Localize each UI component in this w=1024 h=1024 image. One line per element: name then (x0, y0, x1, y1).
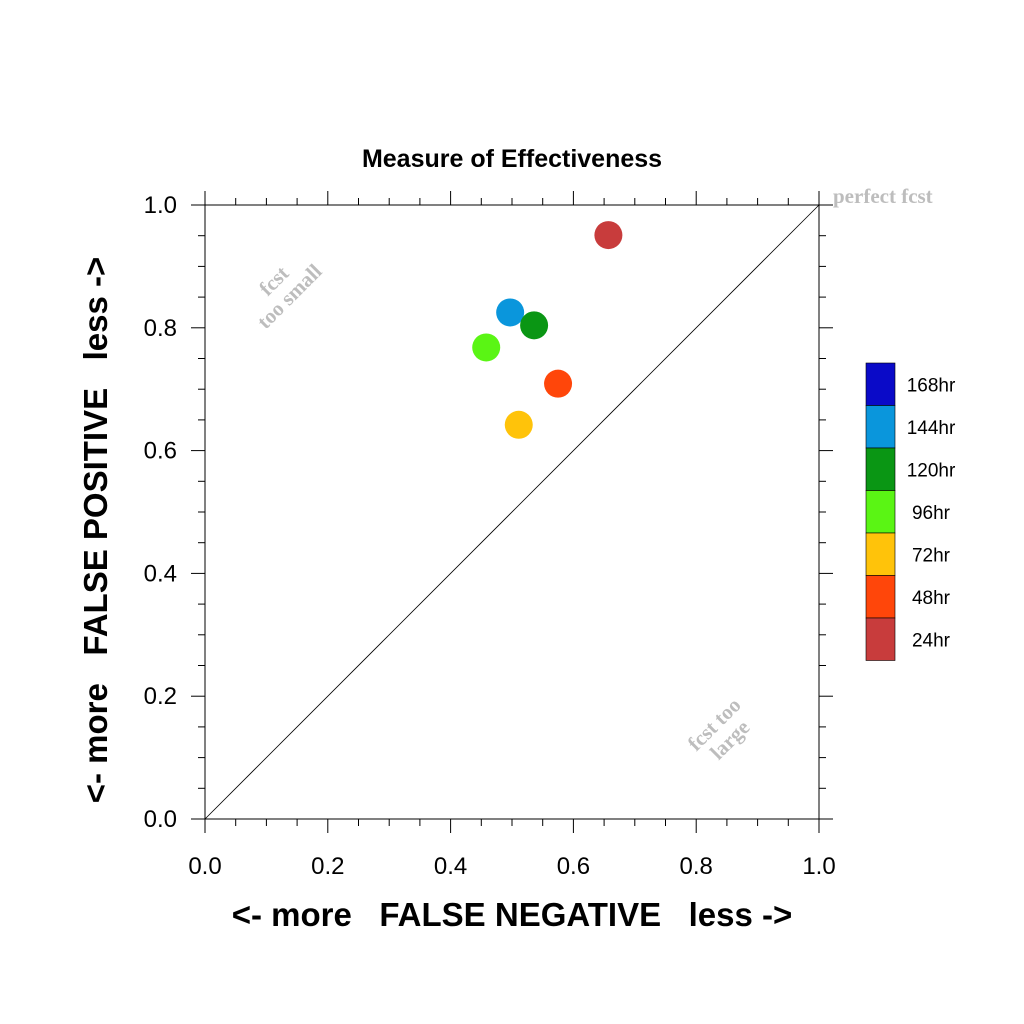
x-tick-label: 0.6 (557, 853, 590, 880)
legend-label-168hr: 168hr (907, 375, 956, 396)
legend-swatch-120hr (865, 447, 896, 491)
chart-title: Measure of Effectiveness (362, 145, 662, 173)
legend-swatch-168hr (865, 362, 896, 406)
x-tick-label: 0.4 (434, 853, 467, 880)
perfect-fcst-label: perfect fcst (833, 184, 933, 208)
y-tick-label: 1.0 (144, 192, 177, 219)
point-72hr (504, 410, 533, 439)
legend-label-144hr: 144hr (907, 418, 956, 439)
data-points (472, 221, 623, 439)
y-tick-label: 0.2 (144, 683, 177, 710)
y-axis-title: <- more FALSE POSITIVE less -> (77, 257, 114, 804)
point-96hr (472, 333, 501, 362)
fcst-too-small-line2: too small (252, 259, 326, 333)
y-tick-label: 0.0 (144, 806, 177, 833)
legend-label-96hr: 96hr (912, 503, 951, 524)
y-tick-label: 0.4 (144, 560, 177, 587)
x-tick-label: 0.2 (311, 853, 344, 880)
legend-swatch-96hr (865, 490, 896, 534)
point-24hr (594, 221, 623, 250)
x-tick-label: 1.0 (802, 853, 835, 880)
point-48hr (544, 369, 573, 398)
legend-label-24hr: 24hr (912, 630, 951, 651)
legend-label-120hr: 120hr (907, 460, 956, 481)
legend-label-48hr: 48hr (912, 588, 951, 609)
legend-swatch-144hr (865, 405, 896, 449)
point-120hr (520, 311, 549, 340)
point-144hr (496, 298, 525, 327)
legend-label-72hr: 72hr (912, 545, 951, 566)
y-tick-label: 0.8 (144, 315, 177, 342)
legend-swatch-48hr (865, 575, 896, 619)
x-axis-title: <- more FALSE NEGATIVE less -> (232, 896, 793, 933)
axis-ticks (191, 191, 833, 833)
perfect-forecast-diagonal (204, 204, 820, 820)
legend: 168hr 144hr 120hr 96hr 72hr 48hr 24hr (865, 362, 956, 661)
x-tick-label: 0.0 (188, 853, 221, 880)
axis-tick-labels: 0.0 0.2 0.4 0.6 0.8 1.0 0.0 0.2 0.4 0.6 0.8 1.0 (144, 192, 836, 880)
fcst-too-large-annotation: fcst too large (683, 693, 754, 764)
legend-swatch-24hr (865, 617, 896, 661)
y-tick-label: 0.6 (144, 438, 177, 465)
fcst-too-small-annotation: fcst too small (252, 259, 326, 333)
legend-swatch-72hr (865, 532, 896, 576)
x-tick-label: 0.8 (680, 853, 713, 880)
